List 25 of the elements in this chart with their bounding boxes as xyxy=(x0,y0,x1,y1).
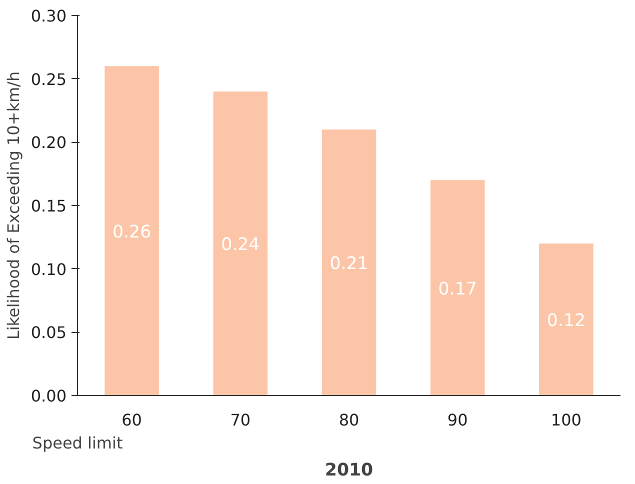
x-tick-label: 100 xyxy=(550,410,582,430)
data-label: 0.17 xyxy=(438,279,477,300)
x-tick-label: 80 xyxy=(338,410,360,430)
y-tick-label: 0.25 xyxy=(30,70,66,89)
x-axis-title: Speed limit xyxy=(32,434,123,452)
y-tick-label: 0.15 xyxy=(30,196,66,216)
data-label: 0.12 xyxy=(546,311,586,331)
bar xyxy=(322,130,376,396)
bar xyxy=(539,244,594,396)
y-tick-label: 0.00 xyxy=(30,386,66,406)
bar xyxy=(104,66,159,396)
y-axis-title: Likelihood of Exceeding 10+km/h xyxy=(4,71,23,340)
x-tick-label: 90 xyxy=(447,410,468,430)
y-tick-label: 0.20 xyxy=(30,133,66,152)
data-label: 0.21 xyxy=(330,254,368,274)
data-label: 0.24 xyxy=(221,235,260,255)
y-tick-label: 0.30 xyxy=(30,6,66,26)
y-tick-label: 0.05 xyxy=(30,323,66,342)
bar xyxy=(213,92,268,396)
y-tick-label: 0.10 xyxy=(30,260,66,279)
bar xyxy=(430,180,485,396)
x-tick-label: 70 xyxy=(230,410,251,430)
text: 2010 xyxy=(324,460,374,480)
x-tick-label: 60 xyxy=(122,410,142,430)
data-label: 0.26 xyxy=(112,222,152,242)
